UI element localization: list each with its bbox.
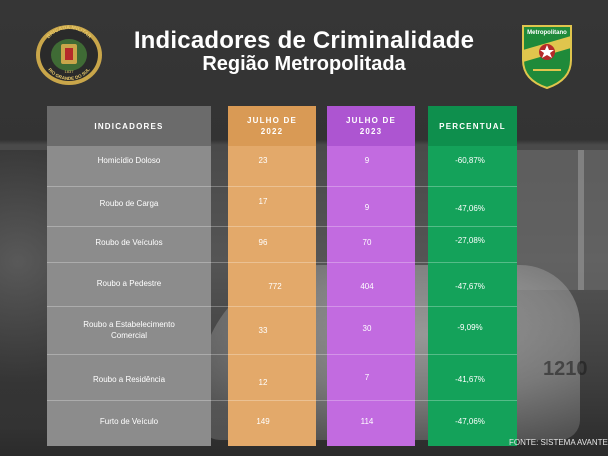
row-divider bbox=[47, 354, 517, 355]
row-label-roubo-pedestre: Roubo a Pedestre bbox=[96, 279, 162, 288]
row-divider bbox=[47, 262, 517, 263]
row-label-roubo-veiculos: Roubo de Veículos bbox=[95, 238, 163, 247]
background-post bbox=[578, 150, 584, 290]
row-value-2023: 9 bbox=[364, 203, 370, 212]
row-divider bbox=[47, 226, 517, 227]
row-percent: -47,06% bbox=[455, 204, 485, 213]
shield-text: Metropolitano bbox=[527, 30, 567, 36]
row-value-2023: 30 bbox=[362, 324, 372, 333]
row-label-homicidio: Homicídio Doloso bbox=[97, 156, 161, 165]
row-value-2023: 404 bbox=[360, 282, 374, 291]
row-value-2023: 114 bbox=[360, 417, 374, 426]
row-value-2023: 70 bbox=[362, 238, 372, 247]
row-divider bbox=[47, 400, 517, 401]
column-indicadores bbox=[47, 106, 211, 446]
row-value-2022: 772 bbox=[268, 282, 282, 291]
row-value-2022: 149 bbox=[256, 417, 270, 426]
background-car-number: 1210 bbox=[543, 358, 588, 380]
column-percentual bbox=[428, 106, 517, 446]
row-label-furto-veiculo: Furto de Veículo bbox=[99, 417, 159, 426]
row-value-2023: 9 bbox=[364, 156, 370, 165]
row-divider bbox=[47, 186, 517, 187]
row-value-2022: 33 bbox=[258, 326, 268, 335]
row-percent: -9,09% bbox=[457, 323, 483, 332]
row-percent: -47,67% bbox=[455, 282, 485, 291]
brigada-militar-emblem: BRIGADA MILITAR RIO GRANDE DO SUL 1837 bbox=[36, 25, 102, 85]
column-julho-2022 bbox=[228, 106, 316, 446]
page-title: Indicadores de Criminalidade bbox=[133, 27, 475, 54]
metropolitano-shield: Metropolitano bbox=[522, 25, 572, 90]
row-label-roubo-residencia: Roubo a Residência bbox=[92, 375, 166, 384]
header-percentual: PERCENTUAL bbox=[428, 106, 517, 146]
row-label-roubo-carga: Roubo de Carga bbox=[99, 199, 159, 208]
header-indicadores: INDICADORES bbox=[47, 106, 211, 146]
header-julho-2022: JULHO DE 2022 bbox=[228, 106, 316, 146]
row-divider bbox=[47, 306, 517, 307]
row-percent: -47,06% bbox=[455, 417, 485, 426]
row-value-2022: 17 bbox=[258, 197, 268, 206]
row-value-2022: 96 bbox=[258, 238, 268, 247]
column-julho-2023 bbox=[327, 106, 415, 446]
row-percent: -41,67% bbox=[455, 375, 485, 384]
row-percent: -27,08% bbox=[455, 236, 485, 245]
row-value-2023: 7 bbox=[364, 373, 370, 382]
row-value-2022: 12 bbox=[258, 378, 268, 387]
row-value-2022: 23 bbox=[258, 156, 268, 165]
header-julho-2023: JULHO DE 2023 bbox=[327, 106, 415, 146]
row-percent: -60,87% bbox=[455, 156, 485, 165]
emblem-year: 1837 bbox=[65, 69, 75, 74]
page-subtitle: Região Metropolitada bbox=[202, 53, 406, 75]
row-label-roubo-estabelecimento: Roubo a Estabelecimento Comercial bbox=[83, 320, 175, 340]
source-caption: FONTE: SISTEMA AVANTE bbox=[509, 438, 608, 447]
